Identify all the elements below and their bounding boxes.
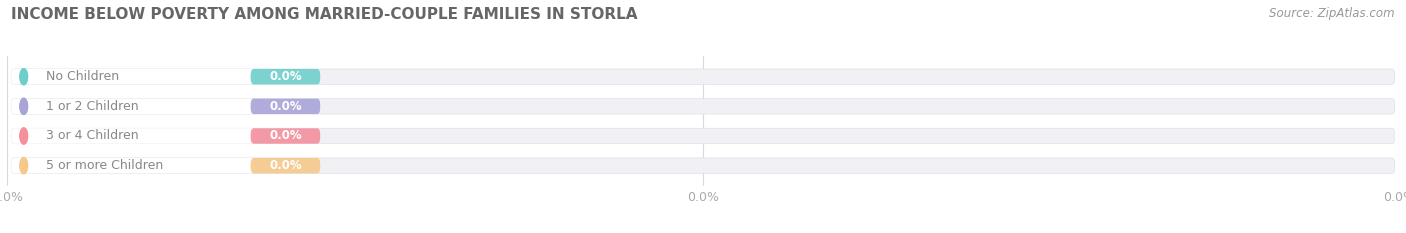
Text: 1 or 2 Children: 1 or 2 Children xyxy=(46,100,139,113)
Text: No Children: No Children xyxy=(46,70,120,83)
Text: 0.0%: 0.0% xyxy=(269,100,302,113)
Circle shape xyxy=(20,158,28,174)
FancyBboxPatch shape xyxy=(11,158,1395,173)
FancyBboxPatch shape xyxy=(11,128,254,144)
Text: 3 or 4 Children: 3 or 4 Children xyxy=(46,130,139,143)
FancyBboxPatch shape xyxy=(250,158,321,173)
FancyBboxPatch shape xyxy=(250,99,321,114)
Circle shape xyxy=(20,158,28,174)
Circle shape xyxy=(20,99,28,114)
Circle shape xyxy=(20,128,28,144)
FancyBboxPatch shape xyxy=(250,128,321,144)
Text: INCOME BELOW POVERTY AMONG MARRIED-COUPLE FAMILIES IN STORLA: INCOME BELOW POVERTY AMONG MARRIED-COUPL… xyxy=(11,7,638,22)
Text: 5 or more Children: 5 or more Children xyxy=(46,159,163,172)
Circle shape xyxy=(20,69,28,85)
FancyBboxPatch shape xyxy=(11,69,254,84)
FancyBboxPatch shape xyxy=(11,99,254,114)
FancyBboxPatch shape xyxy=(11,158,254,173)
Text: 0.0%: 0.0% xyxy=(269,70,302,83)
Circle shape xyxy=(20,98,28,114)
Text: Source: ZipAtlas.com: Source: ZipAtlas.com xyxy=(1270,7,1395,20)
FancyBboxPatch shape xyxy=(250,69,321,84)
Circle shape xyxy=(20,69,28,85)
FancyBboxPatch shape xyxy=(11,99,1395,114)
FancyBboxPatch shape xyxy=(11,128,1395,144)
Text: 0.0%: 0.0% xyxy=(269,159,302,172)
FancyBboxPatch shape xyxy=(11,69,1395,84)
Text: 0.0%: 0.0% xyxy=(269,130,302,143)
Circle shape xyxy=(20,128,28,144)
